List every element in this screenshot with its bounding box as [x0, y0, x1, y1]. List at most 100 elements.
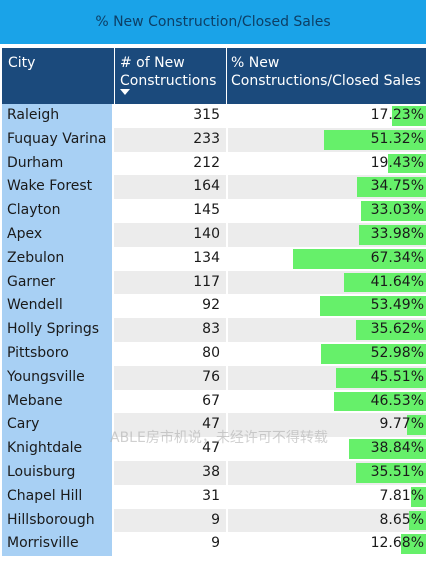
column-header-pct-line2: Constructions/Closed Sales: [231, 73, 421, 89]
cell-pct-new-constructions: 19.43%: [228, 151, 426, 176]
pct-data-bar: [343, 272, 426, 293]
cell-new-constructions: 76: [114, 365, 226, 390]
cell-new-constructions: 80: [114, 341, 226, 366]
cell-pct-new-constructions: 12.68%: [228, 532, 426, 557]
pct-value-label: 52.98%: [370, 344, 424, 361]
cell-pct-new-constructions: 35.51%: [228, 460, 426, 485]
cell-pct-new-constructions: 7.81%: [228, 484, 426, 509]
column-header-pct-line1: % New: [231, 55, 280, 71]
pct-data-bar: [333, 391, 426, 412]
table-row[interactable]: Garner 117 41.64%: [2, 270, 426, 295]
cell-pct-new-constructions: 52.98%: [228, 341, 426, 366]
pct-data-bar: [355, 462, 426, 483]
table-row[interactable]: Raleigh 315 17.23%: [2, 104, 426, 128]
pct-value-label: 41.64%: [370, 273, 424, 290]
cell-pct-new-constructions: 53.49%: [228, 294, 426, 319]
cell-new-constructions: 9: [114, 508, 226, 533]
table-row[interactable]: Mebane 67 46.53%: [2, 389, 426, 414]
pct-value-label: 51.32%: [370, 130, 424, 147]
table-row[interactable]: Chapel Hill 31 7.81%: [2, 484, 426, 509]
cell-new-constructions: 31: [114, 484, 226, 509]
table-row[interactable]: Knightdale 47 38.84%: [2, 437, 426, 461]
table-row[interactable]: Durham 212 19.43%: [2, 151, 426, 176]
cell-city: Holly Springs: [2, 318, 114, 342]
cell-pct-new-constructions: 34.75%: [228, 175, 426, 200]
pct-value-label: 8.65%: [379, 511, 424, 528]
table-row[interactable]: Wendell 92 53.49%: [2, 294, 426, 319]
table-row[interactable]: Clayton 145 33.03%: [2, 199, 426, 223]
cell-city: Wendell: [2, 294, 114, 319]
column-header-new-constructions-line2: Constructions: [120, 73, 217, 89]
table-row[interactable]: Morrisville 9 12.68%: [2, 532, 426, 557]
column-header-city[interactable]: City: [8, 55, 36, 71]
cell-new-constructions: 117: [114, 270, 226, 295]
column-header-new-constructions[interactable]: # of New Constructions: [120, 54, 224, 90]
cell-pct-new-constructions: 46.53%: [228, 389, 426, 414]
pct-data-bar: [320, 296, 426, 317]
cell-city: Fuquay Varina: [2, 127, 114, 152]
table-row[interactable]: Cary 47 9.77%: [2, 413, 426, 438]
pct-data-bar: [400, 534, 426, 555]
cell-new-constructions: 164: [114, 175, 226, 200]
pct-value-label: 45.51%: [370, 368, 424, 385]
cell-city: Clayton: [2, 199, 114, 223]
table-row[interactable]: Wake Forest 164 34.75%: [2, 175, 426, 200]
pct-data-bar: [355, 320, 426, 340]
pct-data-bar: [292, 248, 426, 269]
cell-pct-new-constructions: 38.84%: [228, 437, 426, 461]
table-row[interactable]: Apex 140 33.98%: [2, 222, 426, 247]
cell-new-constructions: 38: [114, 460, 226, 485]
cell-pct-new-constructions: 51.32%: [228, 127, 426, 152]
table-row[interactable]: Youngsville 76 45.51%: [2, 365, 426, 390]
cell-city: Durham: [2, 151, 114, 176]
cell-new-constructions: 145: [114, 199, 226, 223]
table-row[interactable]: Pittsboro 80 52.98%: [2, 341, 426, 366]
pct-data-bar: [410, 486, 426, 507]
cell-pct-new-constructions: 9.77%: [228, 413, 426, 438]
table-row[interactable]: Zebulon 134 67.34%: [2, 246, 426, 271]
cell-city: Cary: [2, 413, 114, 438]
pct-value-label: 17.23%: [370, 107, 424, 123]
pct-data-bar: [406, 415, 426, 436]
pct-data-bar: [391, 106, 426, 126]
cell-pct-new-constructions: 8.65%: [228, 508, 426, 533]
pct-data-bar: [335, 367, 426, 388]
table-row[interactable]: Fuquay Varina 233 51.32%: [2, 127, 426, 152]
pct-value-label: 33.03%: [370, 202, 424, 219]
cell-city: Youngsville: [2, 365, 114, 390]
column-header-pct-new-constructions[interactable]: % New Constructions/Closed Sales: [231, 54, 426, 90]
table-header: City # of New Constructions % New Constr…: [2, 48, 426, 104]
table-row[interactable]: Hillsborough 9 8.65%: [2, 508, 426, 533]
cell-city: Louisburg: [2, 460, 114, 485]
cell-new-constructions: 47: [114, 413, 226, 438]
cell-city: Knightdale: [2, 437, 114, 461]
data-table: City # of New Constructions % New Constr…: [2, 48, 426, 557]
cell-city: Morrisville: [2, 532, 114, 557]
pct-value-label: 7.81%: [379, 487, 424, 504]
pct-value-label: 53.49%: [370, 297, 424, 314]
table-row[interactable]: Louisburg 38 35.51%: [2, 460, 426, 485]
cell-city: Chapel Hill: [2, 484, 114, 509]
pct-data-bar: [357, 177, 426, 198]
sort-descending-icon[interactable]: [120, 89, 130, 95]
pct-data-bar: [349, 439, 426, 459]
cell-new-constructions: 233: [114, 127, 226, 152]
cell-city: Hillsborough: [2, 508, 114, 533]
cell-pct-new-constructions: 33.98%: [228, 222, 426, 247]
header-divider: [226, 48, 227, 104]
cell-city: Zebulon: [2, 246, 114, 271]
pct-value-label: 35.62%: [370, 321, 424, 338]
pct-value-label: 34.75%: [370, 178, 424, 195]
pct-data-bar: [360, 201, 426, 221]
cell-new-constructions: 315: [114, 104, 226, 128]
pct-value-label: 35.51%: [370, 463, 424, 480]
cell-new-constructions: 140: [114, 222, 226, 247]
cell-pct-new-constructions: 35.62%: [228, 318, 426, 342]
cell-new-constructions: 67: [114, 389, 226, 414]
watermark: ABLE房市机说，未经许可不得转载: [110, 430, 328, 446]
pct-value-label: 67.34%: [370, 249, 424, 266]
pct-data-bar: [387, 153, 426, 174]
table-row[interactable]: Holly Springs 83 35.62%: [2, 318, 426, 342]
pct-value-label: 12.68%: [370, 535, 424, 552]
pct-data-bar: [408, 510, 426, 531]
